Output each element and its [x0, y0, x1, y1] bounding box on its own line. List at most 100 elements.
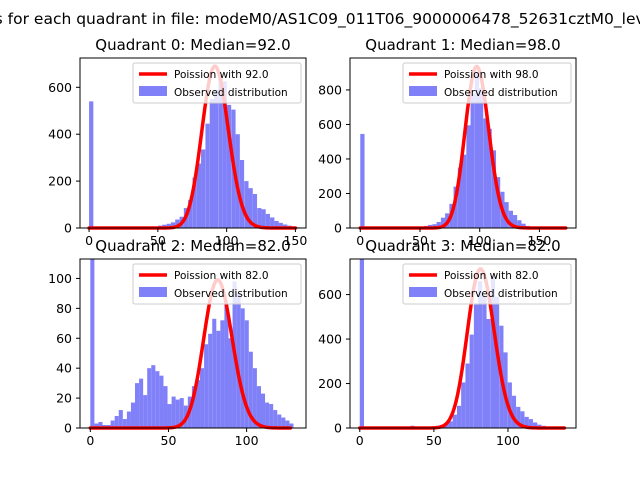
histogram-bar — [175, 219, 180, 228]
x-tick-label: 100 — [235, 433, 259, 448]
legend-box — [402, 263, 572, 305]
y-tick-label: 0 — [334, 421, 342, 436]
histogram-bar — [524, 416, 529, 428]
y-tick-label: 0 — [64, 421, 72, 436]
histogram-bar — [432, 224, 437, 228]
legend-bar-label: Observed distribution — [174, 87, 288, 99]
histogram-bar — [257, 208, 262, 228]
histogram-bar — [191, 386, 196, 428]
y-tick-label: 0 — [334, 221, 342, 236]
y-tick-label: 200 — [318, 376, 342, 391]
y-tick-label: 800 — [318, 82, 342, 97]
x-tick-label: 0 — [85, 233, 93, 248]
histogram-bar — [204, 344, 209, 428]
histogram-bar — [195, 380, 201, 428]
histogram-bar — [208, 333, 213, 428]
histogram-bar — [359, 259, 365, 428]
axes-frame — [349, 258, 577, 429]
histogram-bar — [273, 410, 278, 428]
histogram-bar — [511, 395, 517, 428]
histogram-bar — [360, 133, 365, 228]
histogram-bar — [222, 81, 227, 228]
histogram-bar — [147, 368, 152, 428]
histogram-bar — [94, 423, 99, 428]
legend-line-label: Poission with 92.0 — [174, 69, 269, 81]
histogram-bar — [170, 222, 176, 228]
legend-box — [132, 263, 302, 305]
x-tick-label: 100 — [496, 433, 520, 448]
histogram-bar — [139, 378, 144, 428]
histogram-bar — [491, 150, 497, 228]
legend-bar-swatch — [409, 86, 437, 96]
chart-title: Quadrant 1: Median=98.0 — [365, 36, 560, 54]
histogram-bar — [465, 363, 470, 428]
histogram-bar — [256, 386, 261, 428]
histogram-bar — [220, 320, 225, 428]
histogram-bar — [171, 396, 176, 428]
y-tick-label: 400 — [318, 332, 342, 347]
histogram-bar — [239, 160, 245, 228]
histogram-bar — [474, 72, 480, 229]
x-tick-label: 50 — [150, 233, 166, 248]
y-tick-label: 600 — [318, 117, 342, 132]
y-tick-label: 200 — [318, 186, 342, 201]
histogram-bar — [261, 209, 266, 228]
histogram-bar — [440, 217, 446, 228]
histogram-bar — [521, 223, 526, 228]
histogram-bar — [277, 414, 282, 428]
y-tick-label: 100 — [48, 271, 72, 286]
x-tick-label: 100 — [215, 233, 239, 248]
quadrant-1-chart: 0 50 100 150 0 200 400 600 800 Quadrant 1: Median… — [318, 36, 577, 248]
histogram-bar — [130, 402, 136, 428]
histogram-bar — [143, 395, 148, 428]
histogram-bar — [248, 188, 253, 228]
axes-frame — [349, 57, 577, 229]
y-tick-label: 600 — [318, 287, 342, 302]
histogram-bar — [269, 404, 274, 428]
legend-bar-swatch — [139, 86, 167, 96]
histogram-bar — [520, 411, 525, 428]
histogram-bar — [110, 420, 115, 428]
histogram-bar — [265, 402, 270, 428]
y-tick-label: 400 — [48, 127, 72, 142]
y-tick-label: 600 — [48, 80, 72, 95]
histogram-bar — [456, 405, 462, 428]
legend-line-label: Poission with 98.0 — [444, 69, 539, 81]
histogram-bar — [490, 275, 496, 428]
histogram-bar — [448, 421, 453, 428]
x-tick-label: 0 — [356, 233, 364, 248]
histogram-bar — [466, 125, 471, 228]
histogram-bar — [218, 77, 223, 229]
histogram-bar — [452, 414, 457, 428]
legend-bar-swatch — [409, 287, 437, 297]
chart-title: Quadrant 2: Median=82.0 — [95, 237, 290, 255]
histogram-bar — [135, 383, 140, 428]
histogram-bar — [516, 406, 521, 428]
histogram-bar — [483, 118, 488, 228]
y-tick-label: 20 — [56, 391, 72, 406]
legend-bar-swatch — [139, 287, 167, 297]
histogram-bar — [462, 154, 467, 228]
histogram-bar — [487, 128, 492, 228]
y-tick-label: 40 — [56, 361, 72, 376]
legend-bar-label: Observed distribution — [174, 288, 288, 300]
histogram-bar — [200, 368, 205, 428]
histogram-bar — [436, 221, 441, 228]
histogram-bar — [265, 213, 270, 228]
histogram-bar — [470, 93, 475, 228]
histogram-bar — [252, 194, 258, 228]
histogram-bar — [236, 293, 241, 428]
histogram-bar — [212, 318, 217, 428]
histogram-bar — [240, 308, 245, 428]
histogram-bar — [192, 177, 197, 228]
histogram-bar — [205, 123, 210, 228]
histogram-bar — [260, 393, 266, 428]
histogram-bar — [495, 177, 501, 228]
histogram-bar — [122, 419, 127, 428]
histogram-bar — [517, 220, 522, 228]
y-tick-label: 60 — [56, 331, 72, 346]
histogram-bar — [179, 398, 184, 428]
histogram-bar — [473, 304, 479, 428]
histogram-bar — [461, 382, 466, 428]
histogram-bar — [469, 334, 474, 428]
